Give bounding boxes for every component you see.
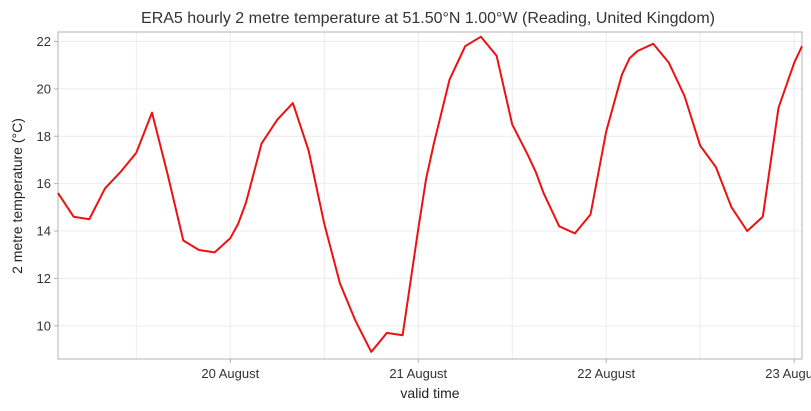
series-layer: [57, 35, 803, 353]
y-axis: 10 12 14 16 18 20 22: [37, 34, 58, 333]
y-tick-label: 14: [37, 224, 51, 239]
chart-title: ERA5 hourly 2 metre temperature at 51.50…: [141, 10, 715, 27]
y-axis-label: 2 metre temperature (°C): [9, 118, 25, 274]
y-tick-label: 12: [37, 271, 51, 286]
x-tick-label: 21 August: [389, 366, 447, 381]
x-tick-label: 23 August: [765, 366, 811, 381]
temperature-line: [57, 35, 803, 353]
y-tick-label: 20: [37, 81, 51, 96]
x-tick-label: 20 August: [201, 366, 259, 381]
x-axis: 20 August 21 August 22 August 23 August: [201, 359, 811, 381]
y-tick-label: 18: [37, 129, 51, 144]
x-tick-label: 22 August: [577, 366, 635, 381]
y-tick-label: 16: [37, 176, 51, 191]
y-tick-label: 10: [37, 318, 51, 333]
y-tick-label: 22: [37, 34, 51, 49]
plot-frame: [57, 31, 803, 360]
x-axis-label: valid time: [400, 385, 459, 401]
